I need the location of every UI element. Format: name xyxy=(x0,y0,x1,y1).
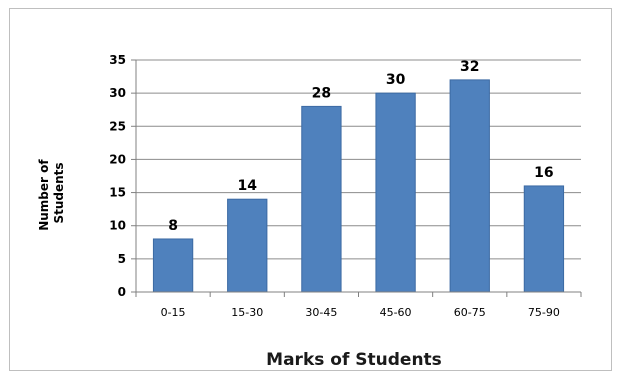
x-tick-label: 30-45 xyxy=(305,306,337,319)
axes xyxy=(131,59,582,297)
y-tick-label: 15 xyxy=(109,186,126,200)
y-tick-label: 25 xyxy=(109,119,126,133)
data-label: 16 xyxy=(534,165,553,181)
bar xyxy=(523,185,565,293)
data-label: 8 xyxy=(168,218,178,234)
bar xyxy=(449,79,490,293)
x-tick-labels: 0-15 15-30 30-45 45-60 60-75 75-90 xyxy=(161,306,560,319)
bar xyxy=(152,238,194,293)
bar xyxy=(375,92,416,293)
x-tick-label: 15-30 xyxy=(231,306,263,319)
x-axis-label: Marks of Students xyxy=(266,350,442,370)
y-tick-labels: 0 5 10 15 20 25 30 35 xyxy=(109,53,126,299)
bar xyxy=(227,198,268,293)
data-label: 30 xyxy=(386,72,406,88)
y-tick-label: 0 xyxy=(118,285,126,299)
y-axis-label-line-1: Number of xyxy=(37,159,51,231)
y-tick-label: 20 xyxy=(109,152,126,166)
y-tick-label: 30 xyxy=(109,86,126,100)
data-label: 28 xyxy=(312,85,331,101)
y-axis-label: Number of Students xyxy=(37,155,66,231)
y-tick-label: 5 xyxy=(118,252,126,266)
bars xyxy=(152,79,565,293)
bar xyxy=(301,105,342,293)
x-tick-label: 75-90 xyxy=(528,306,560,319)
gridlines xyxy=(136,59,581,260)
x-tick-label: 0-15 xyxy=(161,306,186,319)
y-axis-label-line-2: Students xyxy=(52,162,66,223)
y-tick-label: 35 xyxy=(109,53,126,67)
x-tick-label: 45-60 xyxy=(380,306,412,319)
data-labels: 8 14 28 30 32 16 xyxy=(168,59,553,234)
y-tick-label: 10 xyxy=(109,219,126,233)
data-label: 14 xyxy=(238,178,258,194)
data-label: 32 xyxy=(460,59,479,75)
x-tick-label: 60-75 xyxy=(454,306,486,319)
